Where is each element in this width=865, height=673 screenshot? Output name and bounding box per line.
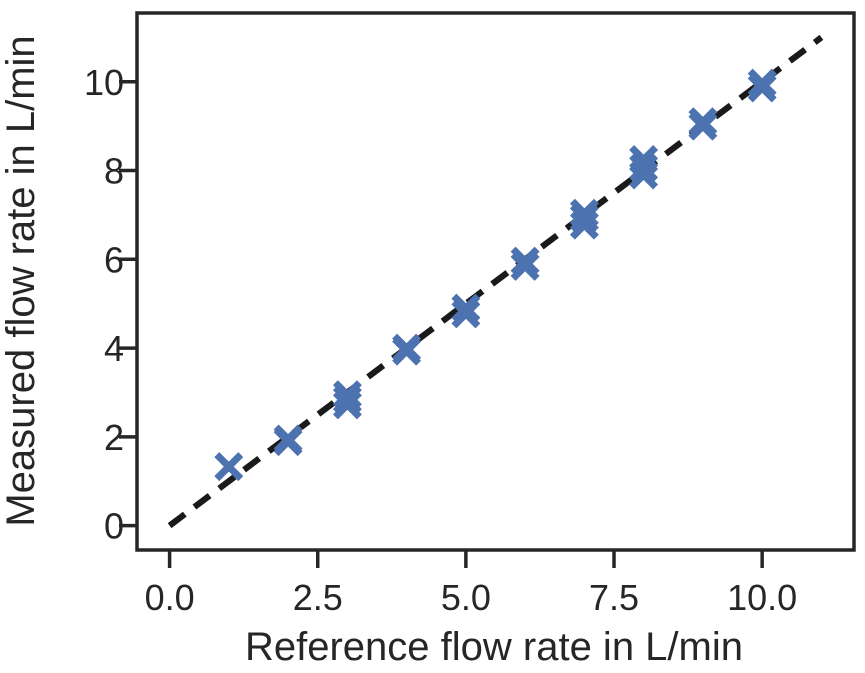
- data-point-marker: [569, 203, 599, 233]
- data-point-marker: [747, 73, 777, 103]
- data-point-marker: [451, 293, 481, 323]
- plot-area: 0.0 2.5 5.0 7.5 10.0 0 2 4 6 8 10: [84, 11, 856, 618]
- y-tick-label: 6: [104, 239, 124, 280]
- y-tick-label: 10: [84, 62, 124, 103]
- y-tick-label: 0: [104, 506, 124, 547]
- data-point-marker: [392, 336, 422, 366]
- data-point-marker: [629, 153, 659, 183]
- y-tick-label: 2: [104, 417, 124, 458]
- data-point-marker: [332, 390, 362, 420]
- data-point-marker: [273, 427, 303, 457]
- plot-spines: [135, 11, 856, 552]
- data-point-marker: [569, 210, 599, 240]
- y-axis-label: Measured flow rate in L/min: [0, 35, 43, 526]
- x-tick-label: 0.0: [145, 577, 195, 618]
- data-point-marker: [451, 299, 481, 329]
- y-tick-label: 4: [104, 328, 124, 369]
- x-axis-label: Reference flow rate in L/min: [245, 625, 743, 669]
- y-tick-label: 8: [104, 151, 124, 192]
- data-point-marker: [688, 111, 718, 141]
- data-point-marker: [214, 452, 244, 482]
- identity-line: [167, 34, 824, 529]
- x-tick-label: 10.0: [727, 577, 797, 618]
- data-point-marker: [629, 160, 659, 190]
- x-tick-label: 5.0: [441, 577, 491, 618]
- x-tick-label: 2.5: [293, 577, 343, 618]
- data-point-marker: [510, 251, 540, 281]
- x-tick-label: 7.5: [589, 577, 639, 618]
- data-point-marker: [332, 385, 362, 415]
- data-point-marker: [510, 246, 540, 276]
